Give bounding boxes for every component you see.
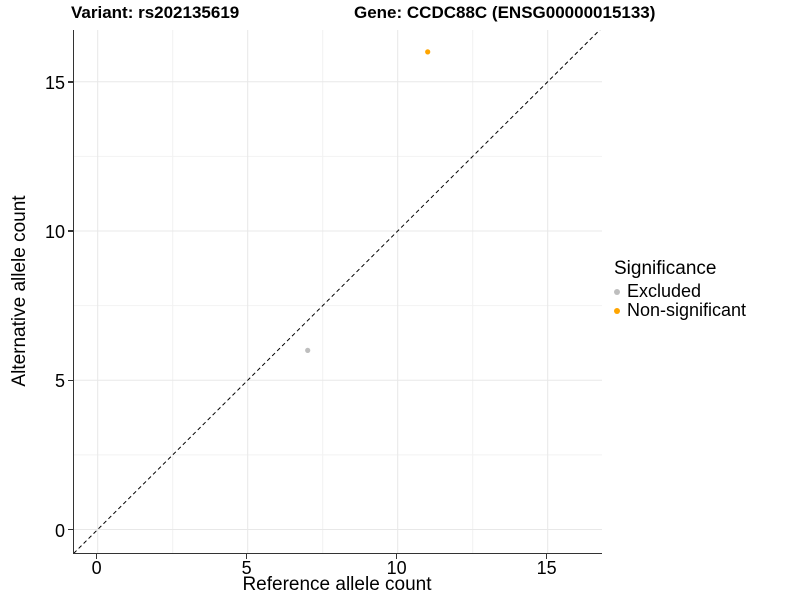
x-tick-label: 10 bbox=[386, 558, 407, 578]
point-non-significant bbox=[425, 49, 431, 55]
legend-title: Significance bbox=[614, 258, 717, 279]
y-tick-mark bbox=[68, 379, 73, 381]
plot-title-variant: Variant: rs202135619 bbox=[71, 3, 240, 22]
legend: Significance Excluded Non-significant bbox=[614, 258, 746, 320]
legend-label: Excluded bbox=[627, 281, 702, 301]
x-tick-mark bbox=[545, 553, 548, 559]
x-tick-mark bbox=[95, 553, 98, 559]
plot-panel bbox=[73, 30, 602, 554]
x-tick-label: 0 bbox=[91, 558, 102, 578]
y-tick-mark bbox=[68, 528, 73, 531]
y-tick-mark bbox=[68, 81, 73, 83]
x-tick-mark bbox=[395, 553, 398, 559]
point-excluded bbox=[305, 347, 311, 353]
identity-line bbox=[74, 30, 601, 553]
y-tick-mark bbox=[68, 230, 73, 232]
y-axis-title: Alternative allele count bbox=[9, 195, 30, 387]
y-tick-label: 15 bbox=[44, 72, 65, 93]
x-tick-mark bbox=[245, 553, 248, 559]
plot-title-gene: Gene: CCDC88C (ENSG00000015133) bbox=[354, 3, 656, 22]
legend-item-excluded: Excluded bbox=[614, 281, 746, 301]
x-tick-label: 15 bbox=[536, 558, 557, 578]
x-tick-label: 5 bbox=[241, 558, 252, 578]
legend-items: Excluded Non-significant bbox=[614, 281, 747, 320]
y-tick-label: 5 bbox=[54, 371, 65, 392]
legend-label: Non-significant bbox=[627, 300, 747, 320]
y-tick-label: 0 bbox=[54, 520, 65, 541]
legend-dot-non-significant bbox=[614, 307, 620, 314]
plot-area-svg bbox=[74, 30, 602, 553]
legend-item-non-significant: Non-significant bbox=[614, 300, 747, 320]
y-tick-label: 10 bbox=[44, 222, 65, 242]
legend-dot-excluded bbox=[614, 288, 620, 295]
x-axis-title: Reference allele count bbox=[242, 574, 432, 595]
